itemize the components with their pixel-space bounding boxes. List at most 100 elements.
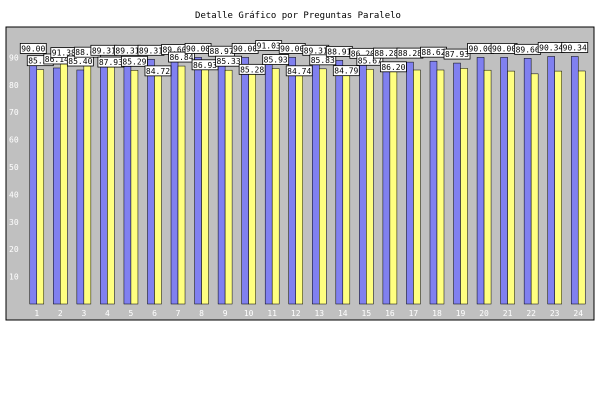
y-tick-label: 60 [9, 136, 19, 145]
x-tick-label: 20 [479, 309, 489, 318]
data-label-text: 90.00 [469, 44, 493, 53]
data-label-box [238, 63, 266, 75]
data-label-text: 85.33 [217, 57, 241, 66]
data-label-series-1: 90.00 [184, 43, 212, 54]
data-label-text: 85.93 [264, 56, 288, 65]
bar-series-1 [217, 59, 226, 305]
x-tick-label: 21 [503, 309, 513, 318]
data-label-series-1: 88.62 [420, 46, 447, 58]
y-tick-label: 20 [9, 245, 19, 254]
data-label-text: 89.66 [516, 45, 540, 54]
data-label-series-1: 87.93 [443, 48, 471, 60]
x-tick-label: 18 [432, 309, 442, 318]
data-label-series-2: 84.79 [332, 65, 360, 77]
data-label-text: 84.74 [287, 67, 311, 76]
bar-series-1 [194, 57, 202, 305]
bar-series-2 [483, 69, 492, 305]
bar-series-1 [288, 57, 296, 305]
data-label-text: 84.72 [146, 67, 170, 76]
bar-series-1 [476, 57, 485, 305]
x-tick-label: 23 [550, 309, 560, 318]
data-label-series-2: 86.93 [191, 59, 219, 71]
data-label-box [332, 65, 360, 77]
data-label-text: 85.67 [358, 56, 382, 65]
bar-series-2 [389, 67, 398, 305]
data-label-box [309, 54, 337, 66]
y-tick-label: 30 [9, 218, 19, 227]
bar-series-2 [107, 62, 115, 305]
bar-series-2 [248, 70, 256, 305]
data-label-text: 87.93 [99, 58, 123, 67]
x-tick-label: 7 [176, 309, 181, 318]
bar-series-1 [123, 59, 132, 305]
data-label-text: 90.34 [563, 43, 587, 52]
data-label-text: 87.93 [445, 50, 469, 59]
data-label-text: 85.83 [311, 56, 335, 65]
data-label-series-2: 85.29 [121, 55, 148, 67]
bar-series-1 [170, 58, 179, 305]
data-label-text: 90.34 [539, 43, 563, 52]
data-label-series-1: 89.66 [514, 43, 542, 55]
data-label-text: 88.91 [327, 47, 351, 56]
data-label-text: 89.31 [92, 46, 116, 55]
bar-series-1 [523, 58, 532, 305]
bar-series-2 [342, 71, 351, 305]
x-tick-label: 14 [338, 309, 348, 318]
data-label-series-1: 90.00 [19, 43, 47, 54]
data-label-text: 88.28 [398, 49, 422, 58]
data-label-box [561, 42, 589, 53]
bar-series-1 [241, 57, 249, 305]
data-label-box [262, 54, 290, 65]
bar-series-1 [382, 61, 391, 305]
y-tick-label: 90 [9, 53, 19, 62]
data-label-text: 85.29 [122, 57, 146, 66]
chart-title: Detalle Gráfico por Preguntas Paralelo [195, 11, 401, 21]
data-label-box [379, 61, 407, 73]
data-label-text: 90.00 [233, 44, 257, 53]
data-label-series-2: 85.93 [262, 54, 290, 65]
bar-series-2 [507, 70, 515, 305]
bar-series-1 [453, 62, 461, 305]
data-label-text: 88.28 [374, 49, 398, 58]
y-tick-label: 10 [9, 273, 19, 282]
data-labels-layer: 90.0085.5286.1491.3885.4088.6289.3187.93… [19, 40, 589, 77]
bar-series-2 [130, 70, 139, 305]
data-label-series-1: 89.31 [114, 44, 141, 56]
data-label-series-1: 90.34 [537, 42, 565, 53]
data-label-series-1: 88.91 [325, 45, 353, 57]
data-label-box [443, 48, 471, 60]
data-label-series-1: 91.03 [255, 40, 283, 51]
bar-series-2 [366, 69, 374, 305]
bar-series-1 [500, 57, 508, 305]
data-label-series-1: 89.31 [302, 44, 330, 56]
x-tick-label: 10 [244, 309, 254, 318]
bar-series-1 [312, 59, 320, 305]
data-label-text: 91.38 [52, 49, 76, 58]
data-label-text: 90.00 [186, 44, 210, 53]
data-label-series-1: 88.28 [396, 47, 424, 59]
data-label-text: 90.00 [492, 44, 516, 53]
bar-series-2 [460, 68, 468, 305]
data-label-text: 88.62 [75, 48, 99, 57]
data-label-text: 90.00 [21, 44, 45, 53]
x-tick-label: 8 [199, 309, 204, 318]
bar-series-2 [577, 70, 586, 305]
data-label-text: 86.84 [169, 53, 193, 62]
data-label-series-2: 85.67 [356, 54, 384, 66]
x-tick-label: 11 [267, 309, 277, 318]
data-label-series-2: 85.33 [215, 55, 243, 67]
data-label-text: 89.31 [139, 46, 163, 55]
data-label-series-1: 88.28 [372, 47, 400, 59]
bar-series-1 [264, 54, 273, 305]
data-label-text: 85.28 [240, 65, 264, 74]
data-label-series-1: 90.00 [231, 43, 259, 54]
data-label-text: 86.20 [351, 49, 375, 58]
bar-series-1 [570, 56, 579, 305]
bar-series-1 [547, 56, 555, 305]
y-tick-label: 80 [9, 81, 19, 90]
data-label-text: 84.79 [334, 67, 358, 76]
data-label-series-2: 87.93 [97, 56, 125, 68]
x-tick-label: 13 [314, 309, 324, 318]
